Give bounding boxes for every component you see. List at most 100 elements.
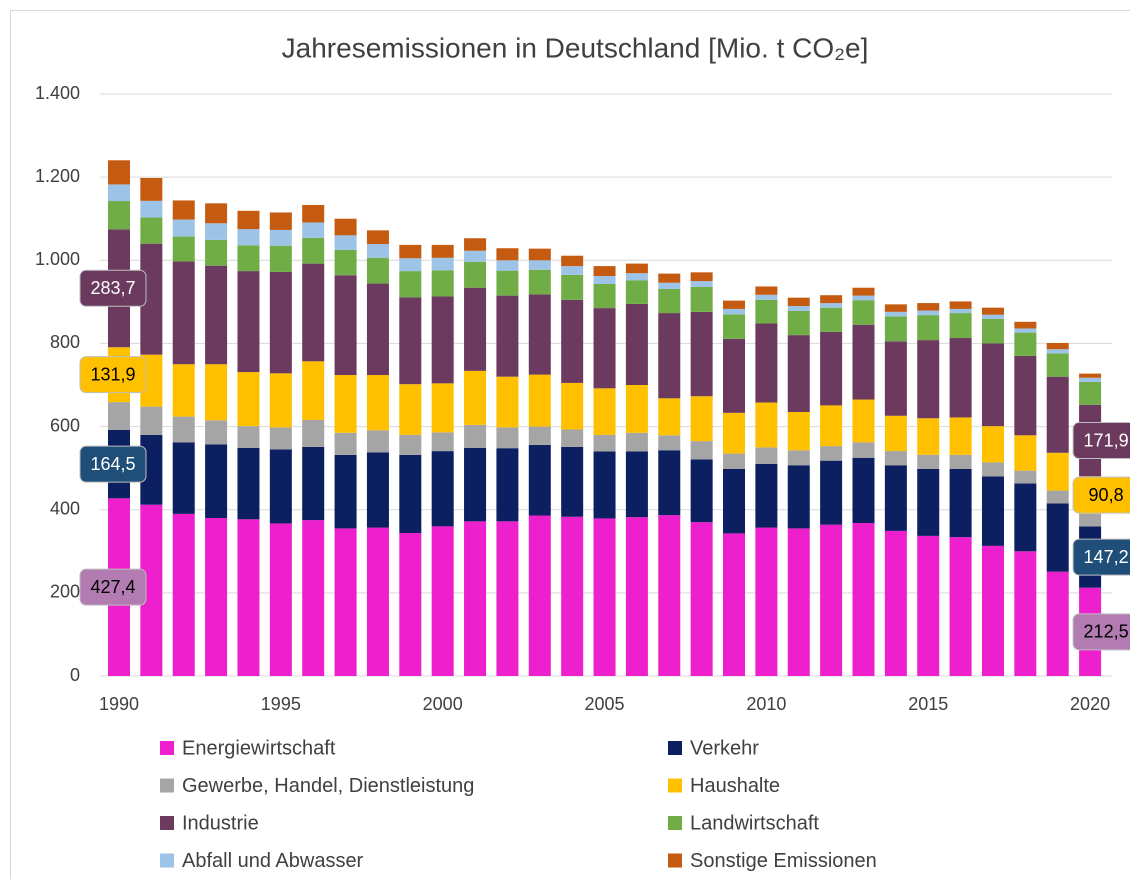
bar-segment	[399, 532, 422, 676]
bar-segment	[205, 223, 228, 240]
x-tick-label: 2005	[585, 694, 625, 714]
bar-segment	[561, 274, 584, 300]
bar-segment	[237, 372, 260, 427]
bar-segment	[690, 272, 713, 282]
bar-segment	[949, 308, 972, 314]
bar-segment	[981, 307, 1004, 315]
bar-segment	[949, 417, 972, 455]
bar-segment	[464, 238, 487, 251]
bar-segment	[852, 523, 875, 676]
data-label: 212,5	[1072, 613, 1130, 651]
bar-segment	[172, 200, 195, 220]
data-label: 164,5	[79, 445, 147, 483]
bar-segment	[1014, 332, 1037, 356]
legend-swatch	[160, 741, 174, 755]
legend-label: Landwirtschaft	[690, 812, 819, 834]
bar-segment	[1014, 551, 1037, 676]
data-label-box	[1072, 538, 1130, 576]
data-label-text: 147,2	[1084, 547, 1129, 567]
bar-segment	[1014, 355, 1037, 436]
bar-segment	[334, 375, 357, 433]
bar-segment	[431, 526, 454, 676]
bar-segment	[1046, 452, 1069, 491]
bar-segment	[237, 229, 260, 246]
bar-segment	[140, 406, 163, 435]
bar-segment	[302, 419, 325, 447]
bar-segment	[366, 452, 389, 528]
bar-segment	[496, 295, 519, 377]
bar-segment	[172, 364, 195, 417]
bar-segment	[852, 300, 875, 325]
bar-segment	[431, 432, 454, 452]
data-label-text: 90,8	[1089, 485, 1124, 505]
bar-segment	[981, 314, 1004, 319]
bar-segment	[237, 210, 260, 230]
data-label-box	[79, 269, 147, 307]
bar-segment	[593, 283, 616, 309]
bar-segment	[917, 340, 940, 419]
bar-segment	[269, 523, 292, 676]
bar-segment	[496, 521, 519, 676]
bar-segment	[820, 307, 843, 332]
bar-segment	[1079, 381, 1102, 405]
bar-segment	[237, 426, 260, 448]
bar-segment	[625, 517, 648, 676]
bar-segment	[917, 418, 940, 455]
bar-segment	[917, 454, 940, 469]
bar-segment	[366, 375, 389, 431]
legend-swatch	[160, 853, 174, 868]
bar-segment	[593, 451, 616, 519]
bar-segment	[1014, 328, 1037, 333]
bar-segment	[302, 204, 325, 223]
bar-segment	[755, 447, 778, 464]
data-label: 171,9	[1072, 422, 1130, 460]
bar-segment	[625, 263, 648, 274]
bar-segment	[820, 331, 843, 406]
bar-segment	[366, 230, 389, 245]
bar-segment	[820, 446, 843, 461]
bar-segment	[334, 235, 357, 250]
bar-segment	[107, 184, 130, 202]
data-label-text: 171,9	[1084, 430, 1129, 450]
bar-segment	[496, 448, 519, 522]
bar-segment	[431, 270, 454, 297]
bar-segment	[820, 405, 843, 447]
bar-segment	[884, 530, 907, 676]
bar-segment	[852, 287, 875, 296]
bar-segment	[658, 450, 681, 516]
bar-segment	[528, 269, 551, 295]
y-tick-label: 1.000	[35, 249, 80, 269]
bar-segment	[269, 229, 292, 246]
y-tick-label: 800	[50, 332, 80, 352]
data-label-box	[79, 356, 147, 394]
legend-label: Industrie	[182, 812, 259, 834]
bar-segment	[852, 457, 875, 524]
bar-segment	[302, 237, 325, 264]
bar-segment	[949, 468, 972, 538]
legend-label: Verkehr	[690, 737, 759, 759]
y-tick-label: 600	[50, 415, 80, 435]
bar-segment	[302, 446, 325, 521]
bar-segment	[625, 385, 648, 433]
bar-segment	[431, 451, 454, 527]
bar-segment	[334, 432, 357, 455]
y-tick-label: 400	[50, 498, 80, 518]
bar-segment	[820, 295, 843, 304]
bar-segment	[528, 515, 551, 676]
bar-segment	[723, 308, 746, 315]
bar-segment	[269, 245, 292, 272]
x-tick-label: 1990	[99, 694, 139, 714]
bar-segment	[269, 212, 292, 230]
bar-segment	[981, 426, 1004, 463]
bar-segment	[464, 370, 487, 425]
bar-segment	[917, 315, 940, 341]
bar-segment	[205, 518, 228, 676]
bar-segment	[1046, 353, 1069, 377]
bar-segment	[464, 424, 487, 448]
bar-segment	[625, 280, 648, 304]
bar-segment	[366, 244, 389, 258]
y-tick-label: 200	[50, 582, 80, 602]
x-tick-label: 1995	[261, 694, 301, 714]
bar-segment	[140, 217, 163, 244]
